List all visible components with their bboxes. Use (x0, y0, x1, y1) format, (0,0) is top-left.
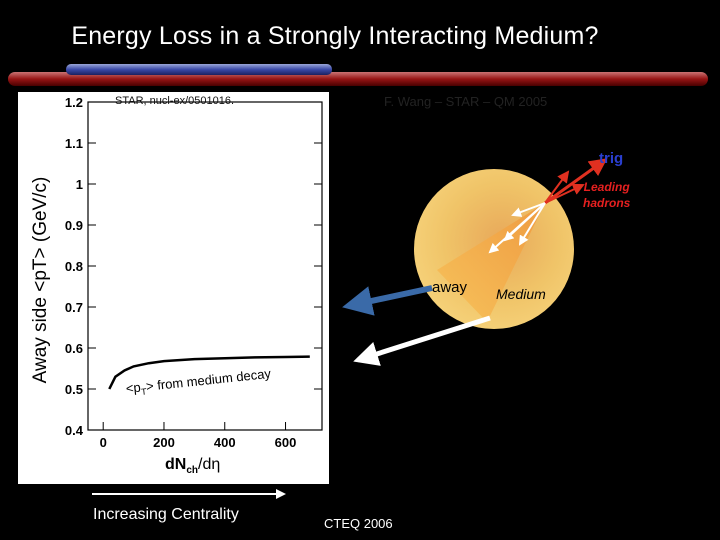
header-decoration (8, 64, 708, 86)
centrality-arrow (92, 489, 286, 499)
plot-panel (18, 92, 329, 484)
trig-arrow-3 (544, 170, 570, 204)
x-tick-label: 0 (100, 435, 107, 450)
y-tick-label: 0.4 (65, 423, 84, 438)
fragment-arrow-3 (518, 202, 546, 246)
y-tick-label: 1.2 (65, 95, 83, 110)
chart: 0.4 0.5 0.6 0.7 0.8 0.9 1 1.1 1.2 0 200 400 600 (65, 95, 323, 450)
footer-text: CTEQ 2006 (324, 516, 393, 531)
x-tick-label: 400 (214, 435, 236, 450)
y-tick-label: 0.9 (65, 218, 83, 233)
y-tick-label: 0.6 (65, 341, 83, 356)
y-tick-label: 0.8 (65, 259, 83, 274)
away-arrow-blue (342, 285, 433, 316)
trig-arrow-2 (544, 183, 585, 204)
away-label: away (432, 279, 468, 296)
y-tick-label: 0.5 (65, 382, 83, 397)
y-tick-label: 1.1 (65, 136, 83, 151)
y-tick-label: 1 (76, 177, 83, 192)
medium-label: Medium (496, 286, 546, 302)
source-reference: STAR, nucl-ex/0501016. (115, 95, 235, 107)
header-bar-blue (66, 64, 332, 75)
header-bar-red (8, 72, 708, 86)
away-arrow-white (353, 315, 491, 366)
y-axis-label: Away side <pT> (GeV/c) (30, 176, 51, 384)
centrality-label: Increasing Centrality (93, 506, 239, 523)
away-cone (437, 203, 545, 322)
credit-text: F. Wang – STAR – QM 2005 (384, 94, 548, 109)
fragment-arrow-4 (511, 202, 546, 217)
trig-label: trig (599, 150, 624, 167)
medium-decay-curve (108, 355, 310, 390)
leading-hadrons-label: Leading hadrons (583, 180, 631, 210)
x-axis-label: dNch/dη (165, 456, 221, 477)
y-tick-label: 0.7 (65, 300, 83, 315)
slide-title: Energy Loss in a Strongly Interacting Me… (71, 22, 599, 50)
fragment-arrow-2 (503, 202, 546, 242)
jet-medium-diagram (342, 158, 608, 366)
trig-arrow-1 (544, 158, 608, 205)
x-tick-label: 200 (153, 435, 175, 450)
x-tick-label: 600 (275, 435, 297, 450)
